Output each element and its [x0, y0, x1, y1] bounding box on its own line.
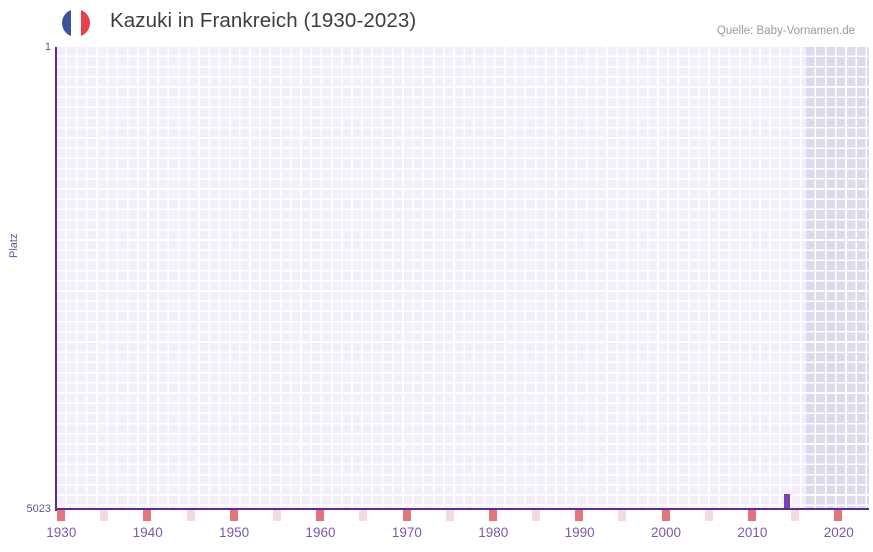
x-tick-label-1950: 1950 [219, 525, 250, 540]
page-title: Kazuki in Frankreich (1930-2023) [110, 9, 417, 32]
flag-band-red [80, 9, 90, 37]
x-tick-mark-minor-1975 [445, 510, 454, 521]
x-tick-mark-minor-2015 [791, 510, 800, 521]
x-tick-mark-2010 [748, 510, 757, 521]
x-tick-mark-1930 [57, 510, 65, 521]
x-tick-label-1960: 1960 [305, 525, 336, 540]
x-tick-mark-1950 [229, 510, 238, 521]
flag-band-blue [62, 9, 72, 37]
source-attribution: Quelle: Baby-Vornamen.de [716, 25, 855, 37]
x-tick-label-2000: 2000 [650, 525, 682, 540]
x-tick-mark-2000 [661, 510, 670, 521]
shaded-recent-years-region [806, 47, 869, 509]
x-tick-label-2020: 2020 [823, 525, 854, 540]
x-tick-mark-1980 [488, 510, 497, 521]
y-axis-tick-top: 1 [44, 41, 51, 53]
x-tick-mark-minor-1945 [186, 510, 195, 521]
x-tick-mark-1940 [143, 510, 152, 521]
chart-header: Kazuki in Frankreich (1930-2023) Quelle:… [0, 0, 873, 44]
x-tick-mark-1990 [575, 510, 584, 521]
x-tick-mark-minor-1985 [532, 510, 541, 521]
france-flag-icon [62, 9, 90, 37]
plot-area [57, 47, 869, 509]
x-tick-label-1940: 1940 [132, 525, 163, 540]
x-tick-mark-1970 [402, 510, 411, 521]
y-axis-title: Platz [8, 233, 20, 258]
y-axis-line [55, 47, 57, 511]
x-tick-mark-minor-1935 [100, 510, 109, 521]
y-axis-tick-bottom: 5023 [26, 503, 51, 515]
x-tick-label-1970: 1970 [391, 525, 422, 540]
x-tick-mark-2020 [834, 510, 843, 521]
x-axis-line [55, 508, 869, 510]
x-tick-mark-1960 [316, 510, 325, 521]
x-tick-mark-minor-1995 [618, 510, 627, 521]
x-tick-mark-minor-1955 [272, 510, 281, 521]
x-tick-label-1990: 1990 [564, 525, 595, 540]
x-tick-label-2010: 2010 [737, 525, 768, 540]
x-tick-label-1980: 1980 [478, 525, 509, 540]
x-tick-mark-minor-1965 [359, 510, 368, 521]
bar-2014 [783, 494, 791, 509]
x-tick-mark-minor-2005 [704, 510, 713, 521]
x-tick-label-1930: 1930 [46, 525, 77, 540]
flag-band-white [71, 9, 81, 37]
